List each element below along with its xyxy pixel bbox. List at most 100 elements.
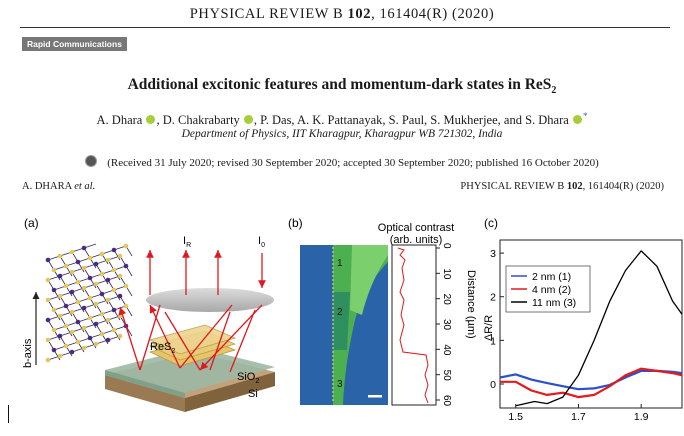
i0-label: I0: [258, 235, 265, 249]
lattice-atom: [93, 281, 99, 287]
si-substrate-side: [185, 372, 275, 412]
lattice-atom: [111, 327, 117, 333]
lattice-atom: [69, 309, 75, 315]
lattice-atom: [69, 269, 75, 275]
section-badge: Rapid Communications: [22, 37, 127, 51]
res2-label: ReS2: [150, 341, 175, 355]
lattice-atom: [117, 273, 123, 279]
optical-image: [300, 245, 388, 405]
distance-tick-label: 0: [441, 243, 452, 249]
orcid-icon[interactable]: [146, 115, 156, 124]
lattice-atom: [81, 285, 87, 291]
running-head-left: A. DHARA et al.: [22, 181, 96, 192]
lattice-atom: [45, 317, 51, 323]
orcid-icon[interactable]: [572, 115, 582, 124]
lattice-atom: [75, 339, 81, 345]
author-3[interactable]: P. Das, A. K. Pattanayak, S. Paul, S. Mu…: [260, 113, 569, 127]
lattice-atom: [93, 301, 99, 307]
marker-2: 2: [337, 307, 343, 318]
si-substrate-front: [105, 375, 185, 412]
lattice-atom: [75, 259, 81, 265]
corresponding-author-icon[interactable]: *: [582, 111, 588, 121]
lattice-atom: [81, 345, 87, 351]
lattice-atom: [63, 343, 69, 349]
lattice-atom: [123, 283, 129, 289]
lattice-atom: [81, 305, 87, 311]
lattice-atom: [105, 257, 111, 263]
distance-tick-label: 20: [441, 294, 452, 306]
lattice-atom: [117, 253, 123, 259]
x-tick-label: 1.9: [634, 411, 649, 423]
series-line-1: [499, 369, 683, 391]
x-tick-label: 1.5: [508, 411, 523, 423]
received-line: (Received 31 July 2020; revised 30 Septe…: [0, 155, 684, 169]
lattice-atom: [45, 277, 51, 283]
lattice-atom: [111, 267, 117, 273]
plot-area: [499, 239, 683, 409]
lattice-atom: [81, 245, 87, 251]
distance-tick-label: 40: [441, 344, 452, 356]
running-head-right: PHYSICAL REVIEW B 102, 161404(R) (2020): [460, 181, 664, 192]
lattice-atom: [81, 265, 87, 271]
lattice-atom: [69, 349, 75, 355]
author-2[interactable]: D. Chakrabarty: [162, 113, 240, 127]
text-cursor: [8, 405, 9, 423]
lattice-atom: [57, 293, 63, 299]
legend: 2 nm (1) 4 nm (2) 11 nm (3): [505, 265, 591, 313]
lattice-atom: [123, 303, 129, 309]
y-tick-label: 0: [490, 379, 496, 391]
affiliation: Department of Physics, IIT Kharagpur, Kh…: [181, 128, 503, 140]
lattice-atom: [75, 319, 81, 325]
header-rule: [20, 27, 670, 28]
spectrum-axes: 1.5 1.7 1.9 0 1 2 3: [490, 248, 649, 423]
y-axis-label: ΔR/R: [483, 315, 495, 341]
lattice-atom: [63, 323, 69, 329]
lattice-atom: [45, 257, 51, 263]
lattice-atom: [63, 283, 69, 289]
lattice-atom: [105, 277, 111, 283]
objective-lens: [146, 288, 274, 312]
orcid-icon[interactable]: [243, 115, 253, 124]
distance-label: Distance (µm): [465, 270, 477, 339]
lattice-atom: [57, 273, 63, 279]
article-title: Additional excitonic features and moment…: [127, 76, 557, 97]
distance-tick-label: 30: [441, 319, 452, 331]
panel-c-label: (c): [484, 216, 498, 230]
light-rays: [118, 250, 266, 373]
crossmark-icon[interactable]: [85, 155, 98, 167]
legend-entry-2nm: 2 nm (1): [532, 271, 571, 283]
author-1[interactable]: A. Dhara: [96, 113, 143, 127]
distance-axis: 0 10 20 30 40 50 60: [436, 243, 452, 407]
distance-tick-label: 50: [441, 370, 452, 382]
distance-tick-label: 60: [441, 395, 452, 407]
y-tick-label: 1: [490, 335, 496, 347]
lattice-atom: [111, 247, 117, 253]
lattice-atom: [99, 331, 105, 337]
contrast-profile-line: [397, 247, 429, 404]
lattice-atom: [87, 295, 93, 301]
lattice-atom: [111, 307, 117, 313]
figure: (a) b-axis IR I0 ReS2 SiO2 Si (b): [22, 216, 683, 423]
spectrum-series: [499, 250, 683, 407]
contrast-title: Optical contrast: [378, 222, 454, 234]
lattice-atom: [69, 289, 75, 295]
sio2-layer-front: [105, 370, 185, 398]
lattice-atom: [87, 315, 93, 321]
legend-entry-4nm: 4 nm (2): [532, 284, 571, 296]
lattice-atom: [57, 353, 63, 359]
lattice-atom: [117, 333, 123, 339]
sio2-label: SiO2: [237, 371, 259, 385]
sio2-layer: [105, 347, 275, 393]
res2-flake: [148, 324, 237, 367]
lattice-atom: [75, 279, 81, 285]
lattice-atom: [51, 267, 57, 273]
lattice-atom: [123, 263, 129, 269]
lattice-atom: [87, 255, 93, 261]
lattice-atom: [81, 325, 87, 331]
x-tick-label: 1.7: [571, 411, 586, 423]
lattice-atom: [117, 293, 123, 299]
series-line-2: [500, 367, 683, 399]
b-axis-label: b-axis: [22, 338, 34, 368]
lattice-atom: [45, 297, 51, 303]
distance-tick-label: 10: [441, 268, 452, 280]
